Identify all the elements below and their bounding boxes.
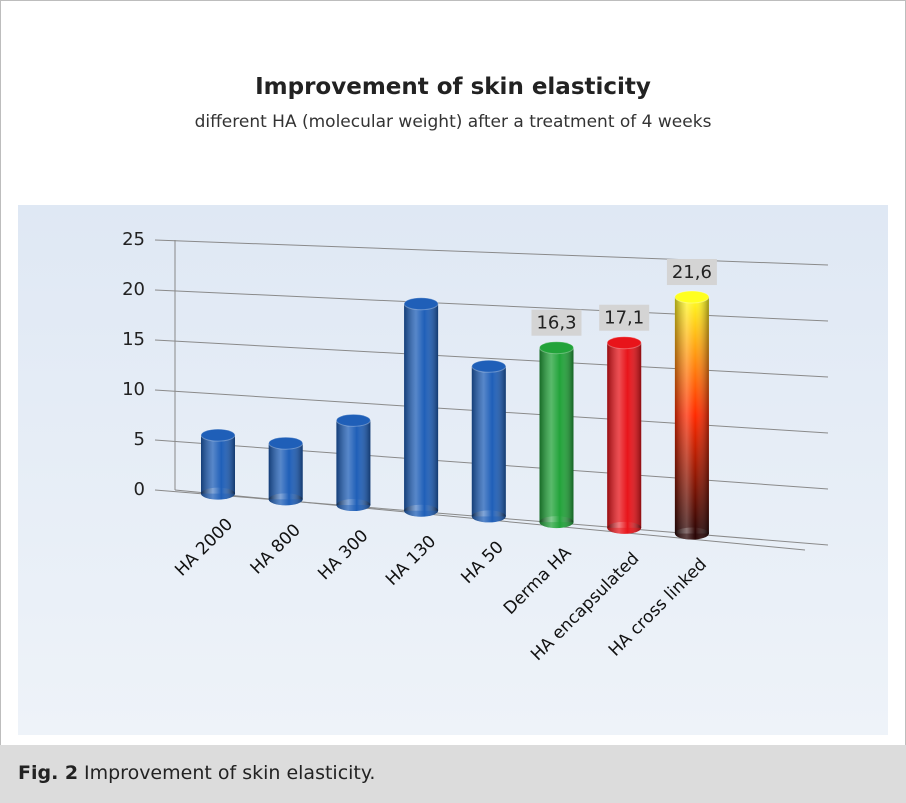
y-tick-label: 10 bbox=[122, 379, 145, 400]
value-label-box bbox=[599, 304, 650, 331]
bar-shade bbox=[201, 435, 235, 494]
value-label-box bbox=[531, 309, 582, 336]
bar-shade bbox=[539, 347, 574, 523]
bar-top bbox=[539, 341, 574, 355]
chart-subtitle: different HA (molecular weight) after a … bbox=[194, 112, 712, 132]
bar-group bbox=[335, 413, 371, 512]
bar-bottom-shade bbox=[268, 493, 303, 506]
grid-line bbox=[154, 289, 829, 322]
bar-group bbox=[674, 290, 710, 540]
bar-top bbox=[403, 297, 439, 311]
bar-group bbox=[268, 436, 304, 506]
bar-top bbox=[335, 413, 371, 427]
bar-shade bbox=[336, 420, 371, 506]
bar-group bbox=[539, 341, 574, 529]
bar-shade bbox=[674, 297, 709, 534]
chart-title: Improvement of skin elasticity bbox=[255, 74, 651, 100]
bar-shade bbox=[471, 366, 506, 517]
bar-group bbox=[200, 428, 236, 500]
bar-group bbox=[471, 359, 507, 523]
bar-shade bbox=[404, 303, 439, 511]
bar-bottom-shade bbox=[471, 510, 506, 523]
bar-group bbox=[606, 336, 642, 534]
bar-top bbox=[200, 428, 236, 442]
bar-top bbox=[268, 436, 304, 450]
bar-bottom-shade bbox=[201, 487, 235, 500]
bar-bottom-shade bbox=[607, 521, 642, 534]
bar-bottom-shade bbox=[336, 499, 371, 512]
y-tick-label: 15 bbox=[122, 329, 145, 350]
bar-bottom-shade bbox=[539, 516, 574, 529]
caption: Fig. 2 Improvement of skin elasticity. bbox=[0, 745, 906, 803]
plot-area bbox=[18, 205, 888, 735]
bar-bottom-shade bbox=[674, 527, 709, 540]
grid-line bbox=[154, 339, 829, 378]
y-tick-label: 20 bbox=[122, 279, 145, 300]
caption-label: Fig. 2 bbox=[18, 762, 79, 784]
value-label: 16,3 bbox=[536, 313, 576, 334]
caption-text: Improvement of skin elasticity. bbox=[84, 762, 376, 784]
bar-top bbox=[674, 290, 710, 304]
bar-top bbox=[606, 336, 642, 350]
bar-group bbox=[403, 297, 439, 517]
value-label: 21,6 bbox=[672, 262, 712, 283]
y-tick-label: 0 bbox=[134, 479, 145, 500]
bar-shade bbox=[268, 443, 303, 500]
value-label-box bbox=[666, 259, 717, 286]
bar-shade bbox=[607, 342, 642, 528]
bar-bottom-shade bbox=[404, 504, 439, 517]
value-label: 17,1 bbox=[604, 308, 644, 329]
bar-top bbox=[471, 359, 507, 373]
y-tick-label: 5 bbox=[134, 429, 145, 450]
y-tick-label: 25 bbox=[122, 229, 145, 250]
